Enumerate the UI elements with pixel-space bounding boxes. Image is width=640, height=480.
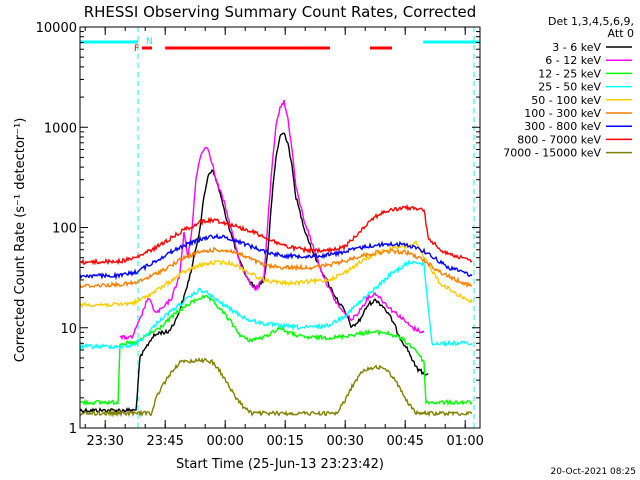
series-line-1	[119, 99, 425, 341]
y-tick-label: 1	[69, 422, 77, 437]
x-tick-label: 00:00	[206, 434, 243, 449]
legend-entry-label: 12 - 25 keV	[538, 67, 601, 80]
legend-entry-label: 300 - 800 keV	[524, 120, 601, 133]
footer-date: 20-Oct-2021 08:25	[551, 467, 636, 477]
legend-entry-label: 50 - 100 keV	[531, 94, 601, 107]
series-line-4	[79, 240, 473, 309]
legend-entry-label: 800 - 7000 keV	[517, 133, 601, 146]
y-axis-label: Corrected Count Rate (s⁻¹ detector⁻¹)	[13, 118, 28, 363]
series-line-3	[79, 259, 473, 351]
series-line-6	[79, 232, 473, 281]
x-axis-label: Start Time (25-Jun-13 23:23:42)	[176, 457, 384, 472]
y-tick-label: 10	[60, 322, 77, 337]
x-tick-label: 23:30	[86, 434, 123, 449]
legend-header-line: Det 1,3,4,5,6,9,	[548, 15, 634, 28]
series-line-5	[79, 247, 473, 289]
x-tick-label: 01:00	[446, 434, 483, 449]
series-line-8	[79, 356, 473, 418]
legend-entry-label: 3 - 6 keV	[552, 41, 601, 54]
x-tick-label: 00:45	[386, 434, 423, 449]
flare-flag-label: F	[134, 44, 139, 54]
plot-frame	[79, 26, 481, 429]
legend-entry-label: 25 - 50 keV	[538, 81, 601, 94]
series-line-0	[79, 132, 429, 414]
legend-header-line: Att 0	[608, 27, 634, 40]
legend-entry-label: 7000 - 15000 keV	[503, 147, 601, 160]
plot-area: NF	[79, 27, 480, 428]
series-line-2	[79, 294, 473, 407]
night-flag-label: N	[146, 37, 153, 47]
chart-title: RHESSI Observing Summary Count Rates, Co…	[84, 3, 477, 21]
x-tick-label: 23:45	[146, 434, 183, 449]
y-tick-label: 10000	[36, 21, 77, 36]
x-tick-label: 00:15	[266, 434, 303, 449]
y-tick-label: 1000	[44, 121, 77, 136]
axes: 23:30 23:45 00:00 00:15 00:30 00:45 01:00 1 10 10…	[36, 21, 484, 449]
y-tick-label: 100	[52, 222, 77, 237]
series-line-7	[79, 203, 473, 266]
legend-entry-label: 6 - 12 keV	[545, 54, 601, 67]
x-tick-label: 00:30	[326, 434, 363, 449]
legend-entry-label: 100 - 300 keV	[524, 107, 601, 120]
